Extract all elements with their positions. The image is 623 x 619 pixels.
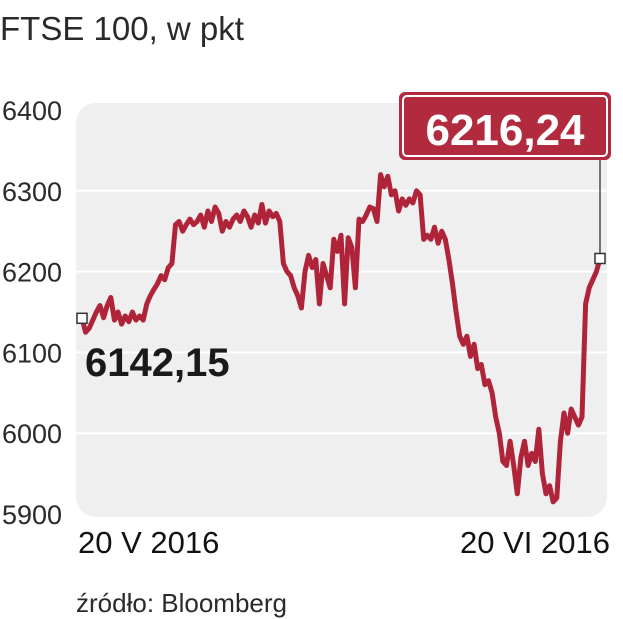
y-tick-labels: 6400 6300 6200 6100 6000 5900 xyxy=(2,96,62,530)
end-value-badge: 6216,24 xyxy=(399,92,611,160)
y-tick-label: 5900 xyxy=(2,500,62,530)
x-label-start: 20 V 2016 xyxy=(78,525,219,560)
source-note: źródło: Bloomberg xyxy=(76,588,287,618)
start-point-marker xyxy=(76,312,88,325)
plot-area xyxy=(76,103,607,517)
start-value-label: 6142,15 xyxy=(85,341,230,385)
x-label-end: 20 VI 2016 xyxy=(460,525,610,560)
chart-title: FTSE 100, w pkt xyxy=(0,10,244,47)
y-tick-label: 6000 xyxy=(2,419,62,449)
y-tick-label: 6200 xyxy=(2,258,62,288)
y-tick-label: 6400 xyxy=(2,96,62,126)
y-tick-label: 6300 xyxy=(2,177,62,207)
end-point-marker xyxy=(594,252,606,265)
end-value-label: 6216,24 xyxy=(425,106,585,155)
end-value-badge-border xyxy=(402,95,608,157)
end-value-badge-background xyxy=(399,92,611,160)
y-tick-label: 6100 xyxy=(2,338,62,368)
series-line-ftse-100 xyxy=(79,172,603,505)
